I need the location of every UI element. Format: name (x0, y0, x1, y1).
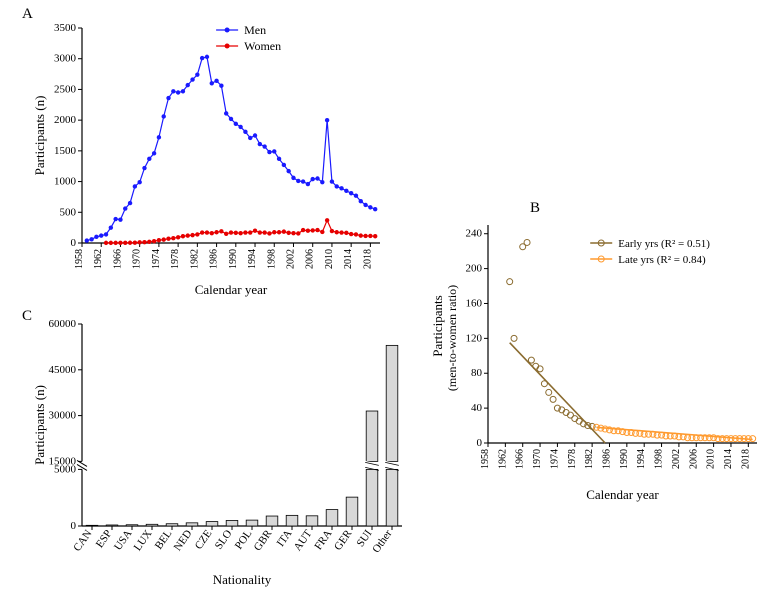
svg-text:GER: GER (332, 527, 355, 552)
svg-text:1994: 1994 (636, 449, 647, 469)
svg-text:Participants (n): Participants (n) (32, 96, 47, 176)
svg-text:SLO: SLO (213, 528, 235, 552)
panel-b-chart: 0 40 80 120 160 200 240 1958 1962 1966 1970 1974 197… (430, 215, 765, 505)
svg-text:1974: 1974 (151, 249, 162, 269)
svg-text:200: 200 (466, 263, 483, 275)
svg-text:1966: 1966 (112, 249, 123, 269)
panel-a-chart: 0 500 1000 1500 2000 2500 3000 3500 1958 1962 1966… (30, 18, 390, 298)
svg-text:2006: 2006 (688, 449, 699, 469)
svg-text:1500: 1500 (54, 145, 77, 157)
svg-text:Women: Women (244, 39, 281, 53)
svg-text:2014: 2014 (343, 249, 354, 269)
svg-text:1978: 1978 (170, 249, 181, 269)
svg-text:2010: 2010 (324, 249, 335, 269)
svg-text:15000: 15000 (49, 455, 77, 467)
figure-canvas: A B C 0500100015002000250030003500195819… (0, 0, 771, 591)
svg-text:1962: 1962 (497, 449, 508, 469)
svg-text:2018: 2018 (740, 449, 751, 469)
svg-text:Participants (n): Participants (n) (32, 385, 47, 465)
svg-text:1982: 1982 (584, 449, 595, 469)
svg-text:Other: Other (370, 528, 394, 556)
svg-text:60000: 60000 (49, 318, 77, 330)
svg-text:1000: 1000 (54, 176, 77, 188)
svg-text:1998: 1998 (654, 449, 665, 469)
svg-text:Late yrs (R² = 0.84): Late yrs (R² = 0.84) (618, 254, 706, 266)
svg-text:2002: 2002 (285, 249, 296, 269)
svg-text:(men-to-women ratio): (men-to-women ratio) (445, 285, 459, 391)
svg-text:1958: 1958 (480, 449, 491, 469)
svg-text:Men: Men (244, 23, 266, 37)
svg-text:1986: 1986 (601, 449, 612, 469)
svg-text:500: 500 (60, 206, 77, 218)
svg-text:2000: 2000 (54, 114, 77, 126)
svg-text:1990: 1990 (619, 449, 630, 469)
svg-text:40: 40 (471, 402, 483, 414)
svg-text:0: 0 (477, 437, 483, 449)
svg-text:1994: 1994 (247, 249, 258, 269)
svg-text:1970: 1970 (132, 249, 143, 269)
svg-text:GBR: GBR (252, 527, 275, 553)
svg-text:240: 240 (466, 228, 483, 240)
svg-text:2014: 2014 (723, 449, 734, 469)
svg-text:80: 80 (471, 367, 483, 379)
svg-text:POL: POL (233, 528, 255, 552)
svg-text:NED: NED (172, 528, 195, 553)
svg-text:Calendar year: Calendar year (586, 487, 659, 502)
svg-text:Early yrs (R² = 0.51): Early yrs (R² = 0.51) (618, 238, 710, 250)
svg-text:1966: 1966 (515, 449, 526, 469)
svg-text:LUX: LUX (132, 528, 155, 553)
svg-text:ESP: ESP (94, 528, 115, 550)
svg-text:Calendar year: Calendar year (195, 282, 268, 297)
svg-text:30000: 30000 (49, 410, 77, 422)
svg-text:0: 0 (71, 237, 77, 249)
svg-text:2018: 2018 (362, 249, 373, 269)
svg-text:2002: 2002 (671, 449, 682, 469)
svg-text:1962: 1962 (93, 249, 104, 269)
panel-c-chart: 0500015000300004500060000CANESPUSALUXBEL… (30, 318, 410, 588)
svg-text:USA: USA (112, 528, 134, 553)
svg-text:1986: 1986 (209, 249, 220, 269)
svg-text:1982: 1982 (189, 249, 200, 269)
svg-text:AUT: AUT (292, 528, 315, 554)
svg-text:1974: 1974 (549, 449, 560, 469)
svg-text:45000: 45000 (49, 364, 77, 376)
svg-text:1958: 1958 (74, 249, 85, 269)
svg-text:120: 120 (466, 332, 483, 344)
svg-text:1998: 1998 (266, 249, 277, 269)
svg-text:3000: 3000 (54, 53, 77, 65)
svg-text:3500: 3500 (54, 22, 77, 34)
svg-text:CZE: CZE (193, 528, 215, 552)
svg-text:160: 160 (466, 297, 483, 309)
svg-text:Participants: Participants (430, 295, 445, 356)
svg-text:1978: 1978 (567, 449, 578, 469)
svg-text:FRA: FRA (312, 528, 334, 552)
svg-text:BEL: BEL (153, 528, 175, 552)
svg-text:2500: 2500 (54, 83, 77, 95)
svg-text:0: 0 (71, 520, 77, 532)
svg-text:Nationality: Nationality (213, 572, 272, 587)
svg-text:2006: 2006 (305, 249, 316, 269)
svg-text:1970: 1970 (532, 449, 543, 469)
svg-text:2010: 2010 (706, 449, 717, 469)
svg-text:1990: 1990 (228, 249, 239, 269)
